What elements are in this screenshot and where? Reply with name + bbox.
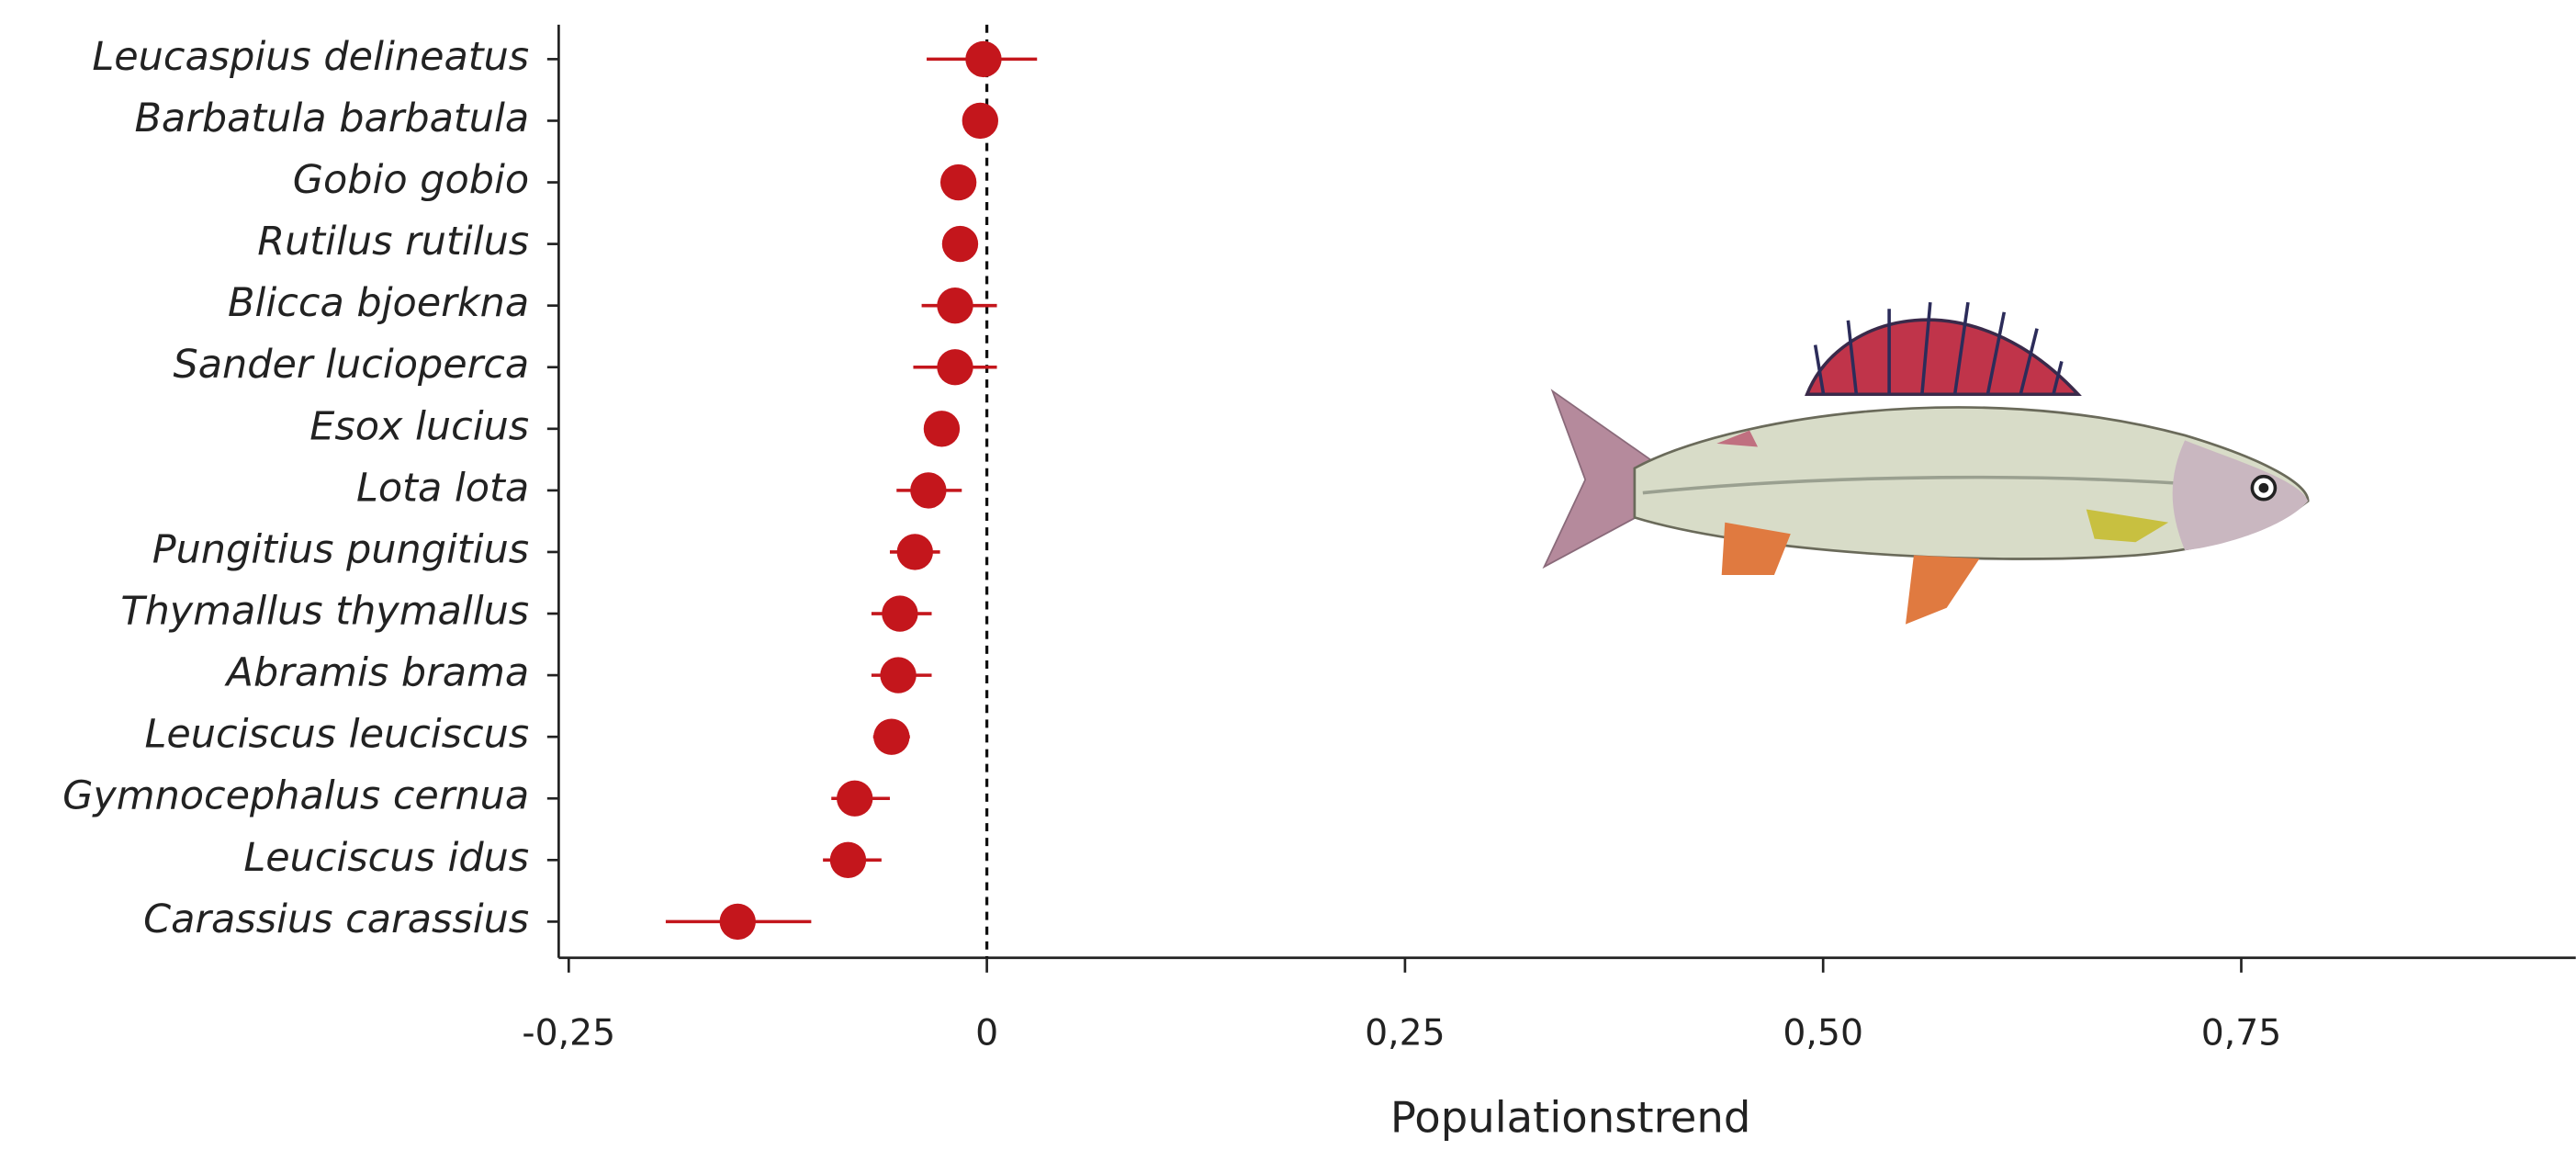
point xyxy=(837,781,872,817)
point xyxy=(942,226,978,262)
y-tick-label: Lota lota xyxy=(356,465,529,511)
point xyxy=(880,657,916,693)
point xyxy=(882,595,917,631)
x-tick-label: 0 xyxy=(975,1011,998,1054)
point xyxy=(937,288,973,323)
y-tick-label: Gymnocephalus cernua xyxy=(62,773,529,819)
point xyxy=(720,904,756,940)
point xyxy=(830,842,866,878)
point xyxy=(965,41,1001,77)
y-tick-label: Barbatula barbatula xyxy=(134,96,529,141)
x-tick-label: 0,50 xyxy=(1783,1011,1863,1054)
y-tick-label: Esox lucius xyxy=(309,403,529,449)
x-axis-label: Populationstrend xyxy=(1390,1092,1750,1142)
y-tick-label: Gobio gobio xyxy=(293,157,529,203)
y-tick-label: Leucaspius delineatus xyxy=(92,34,529,80)
y-tick-label: Leuciscus leuciscus xyxy=(145,712,530,758)
y-tick-label: Rutilus rutilus xyxy=(257,219,529,265)
point xyxy=(924,411,960,446)
y-tick-label: Leuciscus idus xyxy=(243,835,529,881)
fish-illustration xyxy=(1545,302,2309,625)
y-tick-label: Abramis brama xyxy=(224,650,529,696)
point xyxy=(910,472,946,508)
y-tick-label: Sander lucioperca xyxy=(174,342,530,388)
y-tick-label: Blicca bjoerkna xyxy=(228,280,529,326)
point xyxy=(962,103,998,139)
y-tick-label: Pungitius pungitius xyxy=(152,526,529,572)
x-tick-label: 0,75 xyxy=(2201,1011,2282,1054)
y-tick-label: Carassius carassius xyxy=(143,896,529,942)
point xyxy=(940,164,976,200)
y-tick-label: Thymallus thymallus xyxy=(120,589,529,635)
x-tick-label: 0,25 xyxy=(1365,1011,1445,1054)
point xyxy=(873,719,909,755)
point xyxy=(937,349,973,385)
point xyxy=(897,534,933,569)
x-tick-label: -0,25 xyxy=(522,1011,615,1054)
page: {"chart_data": {"type": "forest", "x_lab… xyxy=(0,0,2576,1150)
chart: Populationstrend -0,25 0 0,25 0,50 0,75 Leuca… xyxy=(0,0,2576,1150)
